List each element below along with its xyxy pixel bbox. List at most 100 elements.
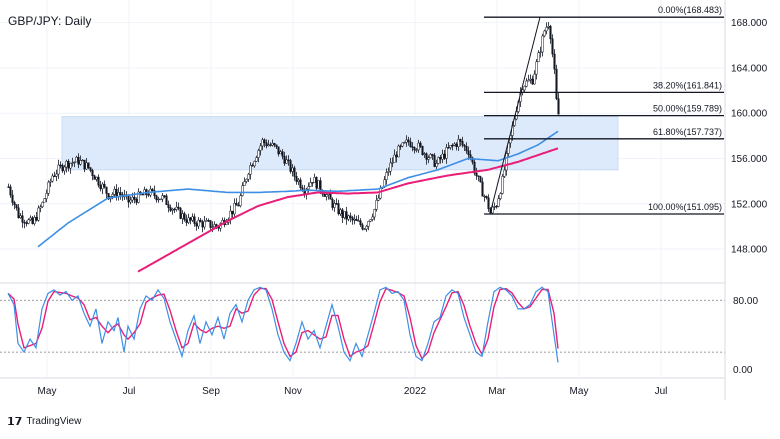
tradingview-brand[interactable]: 𝟭𝟳 TradingView [7,415,81,428]
candle-body [101,183,104,190]
candle-body [273,143,276,146]
candle-body [37,207,40,221]
candle-body [103,183,106,188]
candle-body [531,78,534,85]
candle-body [485,195,488,199]
candle-body [365,226,368,230]
candle-body [141,194,144,196]
candle-body [91,170,94,176]
candle-body [261,139,264,147]
candle-body [415,149,418,151]
candle-body [231,210,234,215]
candle-body [211,226,214,228]
candle-body [493,206,496,208]
candle-body [419,142,422,147]
candle-body [545,27,548,32]
candle-body [153,190,156,196]
candle-body [373,209,376,218]
price-axis[interactable]: 168.000 164.000 160.000 156.000 152.000 148.0… [731,18,768,255]
time-tick-label: Mar [488,386,506,397]
candle-body [319,180,322,191]
candle-body [213,224,216,228]
candle-body [241,185,244,196]
candle-body [465,146,468,152]
candle-body [417,142,420,151]
candle-body [413,147,416,151]
candle-body [325,194,328,197]
candle-body [363,228,366,231]
candle-body [201,221,204,228]
time-tick-label: May [570,386,589,397]
candle-body [453,143,456,146]
candle-body [295,176,298,182]
candle-body [17,207,20,219]
candle-body [29,217,32,221]
candle-body [209,220,212,228]
candle-body [119,192,122,195]
fib-level-label: 50.00%(159.789) [653,104,722,114]
candle-body [245,178,248,182]
fibonacci-retracement: 0.00%(168.483) 38.20%(161.841) 50.00%(159.… [484,5,724,215]
price-tick-label: 148.000 [731,245,768,256]
price-tick-label: 168.000 [731,18,768,29]
candle-body [133,196,136,200]
candle-body [183,213,186,221]
candle-body [105,186,108,194]
supply-demand-zone [61,116,619,171]
candle-body [389,162,392,172]
candle-body [113,188,116,195]
time-axis[interactable]: May Jul Sep Nov 2022 Mar May Jul [38,386,668,397]
candle-body [337,203,340,215]
stochastic-oscillator [0,286,725,363]
candle-body [473,161,476,174]
candle-body [61,165,64,172]
candle-body [483,195,486,198]
candle-body [399,145,402,148]
candle-body [161,195,164,200]
candle-body [349,215,352,218]
candle-body [505,153,508,171]
candle-body [481,181,484,197]
candle-body [249,165,252,175]
candle-body [331,198,334,208]
candle-body [169,207,172,211]
candle-body [307,186,310,190]
candle-body [19,215,22,219]
candle-body [385,172,388,180]
candle-body [405,139,408,143]
candle-body [189,217,192,221]
candle-body [81,159,84,162]
candle-body [269,144,272,146]
candle-body [55,173,58,177]
candle-body [177,206,180,209]
candle-body [107,193,110,200]
candle-body [425,153,428,160]
moving-average-fast [37,130,559,248]
candle-body [233,202,236,215]
candle-body [435,163,438,167]
candle-body [283,155,286,164]
candle-body [263,139,266,144]
candle-body [525,80,528,87]
candle-body [449,144,452,148]
candle-body [345,211,348,220]
candle-body [63,166,66,172]
candle-body [311,182,314,184]
candle-body [403,141,406,144]
candle-body [97,176,100,186]
candle-body [477,175,480,177]
candle-body [253,161,256,167]
time-tick-label: Nov [284,386,302,397]
candle-body [79,160,82,165]
candle-body [359,220,362,226]
candle-body [409,141,412,148]
candle-body [291,167,294,172]
candle-body [341,209,344,218]
candle-body [279,151,282,155]
candle-body [85,162,88,170]
oscillator-axis[interactable]: 80.00 0.00 [733,296,758,376]
candle-body [391,162,394,164]
candle-body [187,217,190,223]
candle-body [95,176,98,180]
